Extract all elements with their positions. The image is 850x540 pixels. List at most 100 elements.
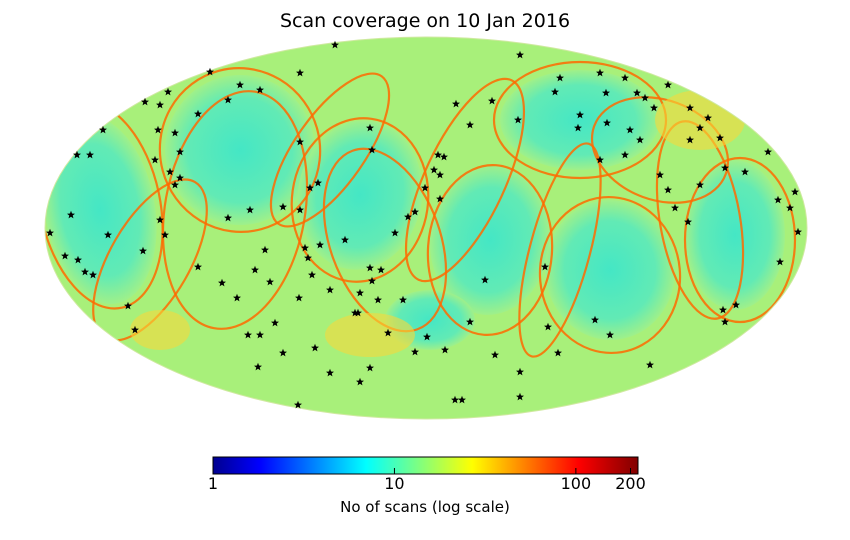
star-marker xyxy=(764,147,772,156)
star-marker xyxy=(596,155,604,164)
scan-arc xyxy=(404,77,526,283)
star-marker xyxy=(440,152,448,161)
star-marker xyxy=(294,400,302,409)
star-marker xyxy=(430,165,438,174)
star-marker xyxy=(279,202,287,211)
star-marker xyxy=(434,150,442,159)
star-marker xyxy=(399,295,407,304)
star-marker xyxy=(233,293,241,302)
star-marker xyxy=(436,170,444,179)
scan-arc xyxy=(269,72,391,228)
star-marker xyxy=(516,392,524,401)
star-marker xyxy=(626,125,634,134)
star-marker xyxy=(139,246,147,255)
star-marker xyxy=(366,263,374,272)
scan-arc xyxy=(426,163,554,337)
star-marker xyxy=(621,150,629,159)
star-marker xyxy=(326,368,334,377)
star-marker xyxy=(141,97,149,106)
star-marker xyxy=(436,194,444,203)
star-marker xyxy=(741,167,749,176)
star-marker xyxy=(551,87,559,96)
star-marker xyxy=(67,210,75,219)
star-marker xyxy=(646,360,654,369)
star-marker xyxy=(404,212,412,221)
star-marker xyxy=(166,167,174,176)
star-marker xyxy=(351,308,359,317)
star-marker xyxy=(86,150,94,159)
scan-arc xyxy=(538,195,682,355)
star-marker xyxy=(664,80,672,89)
star-marker xyxy=(452,99,460,108)
star-marker xyxy=(271,318,279,327)
high-coverage-patch xyxy=(325,313,415,357)
star-marker xyxy=(154,125,162,134)
star-marker xyxy=(732,300,740,309)
star-marker xyxy=(306,183,314,192)
star-marker xyxy=(331,40,339,49)
star-marker xyxy=(304,253,312,262)
star-marker xyxy=(716,133,724,142)
star-marker xyxy=(89,270,97,279)
star-marker xyxy=(774,195,782,204)
star-marker xyxy=(164,87,172,96)
star-marker xyxy=(251,265,259,274)
colorbar-tick-label: 100 xyxy=(560,474,592,493)
star-marker xyxy=(295,293,303,302)
star-marker xyxy=(156,100,164,109)
star-marker xyxy=(296,205,304,214)
colorbar-tick-label: 200 xyxy=(615,474,646,493)
low-coverage-region xyxy=(45,115,157,305)
star-marker xyxy=(354,308,362,317)
star-marker xyxy=(641,93,649,102)
star-marker xyxy=(296,68,304,77)
star-marker xyxy=(254,362,262,371)
star-marker xyxy=(384,328,392,337)
star-marker xyxy=(366,123,374,132)
star-marker xyxy=(224,213,232,222)
star-marker xyxy=(356,377,364,386)
star-marker xyxy=(719,305,727,314)
star-marker xyxy=(296,137,304,146)
star-marker xyxy=(176,173,184,182)
low-coverage-region xyxy=(685,160,785,310)
colorbar-gradient xyxy=(212,456,639,475)
star-marker xyxy=(266,277,274,286)
star-marker xyxy=(194,262,202,271)
star-marker xyxy=(786,203,794,212)
scan-arc xyxy=(683,156,797,324)
star-marker xyxy=(316,240,324,249)
star-marker xyxy=(606,330,614,339)
star-marker xyxy=(366,363,374,372)
star-marker xyxy=(794,227,802,236)
star-marker xyxy=(206,67,214,76)
star-marker xyxy=(236,80,244,89)
star-marker xyxy=(556,73,564,82)
star-marker xyxy=(377,265,385,274)
star-marker xyxy=(603,118,611,127)
star-marker xyxy=(124,301,132,310)
star-marker xyxy=(554,348,562,357)
scan-arc xyxy=(322,147,448,333)
star-marker xyxy=(591,315,599,324)
star-marker xyxy=(99,125,107,134)
star-marker xyxy=(224,95,232,104)
star-marker xyxy=(664,185,672,194)
star-marker xyxy=(791,187,799,196)
star-marker xyxy=(171,128,179,137)
chart-title: Scan coverage on 10 Jan 2016 xyxy=(279,10,571,32)
star-marker xyxy=(574,123,582,132)
colorbar-label: No of scans (log scale) xyxy=(340,498,510,516)
star-marker xyxy=(466,120,474,129)
star-marker xyxy=(776,257,784,266)
star-marker xyxy=(704,113,712,122)
star-marker xyxy=(356,288,364,297)
star-marker xyxy=(194,109,202,118)
star-marker xyxy=(541,262,549,271)
star-marker xyxy=(73,150,81,159)
star-marker xyxy=(721,317,729,326)
star-marker xyxy=(441,345,449,354)
star-marker xyxy=(596,68,604,77)
